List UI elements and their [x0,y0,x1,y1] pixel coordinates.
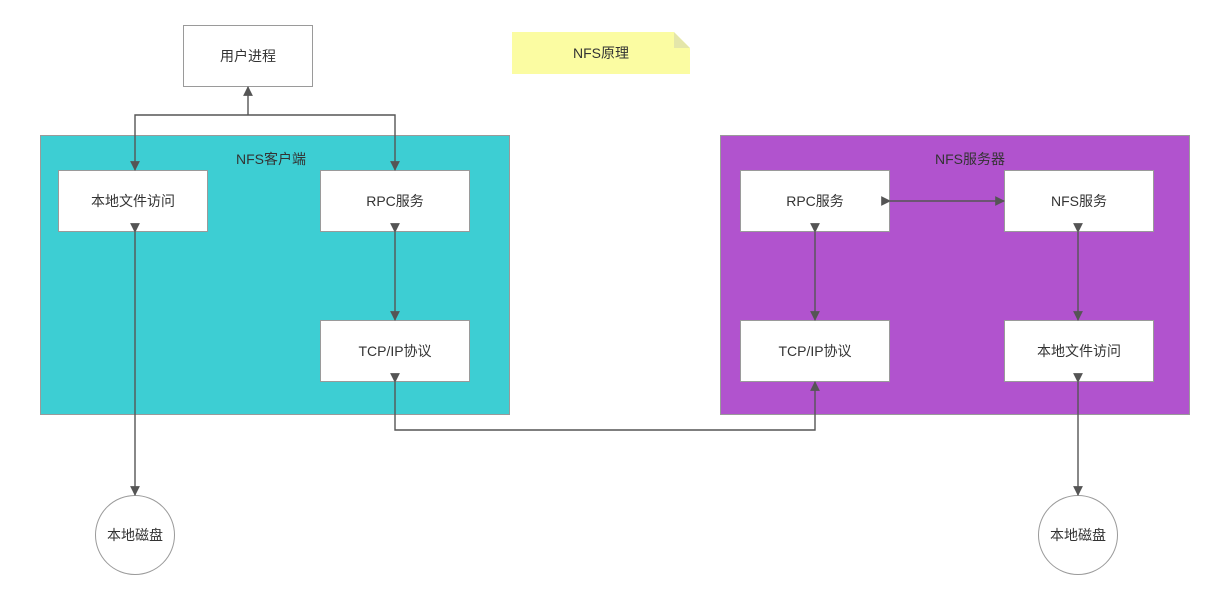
node-label: RPC服务 [366,191,424,211]
node-label: 本地磁盘 [1050,525,1106,545]
node-local-disk-left: 本地磁盘 [95,495,175,575]
node-local-disk-right: 本地磁盘 [1038,495,1118,575]
node-rpc-server: RPC服务 [740,170,890,232]
node-label: TCP/IP协议 [778,341,851,361]
client-container-label: NFS客户端 [236,149,306,169]
node-tcpip-client: TCP/IP协议 [320,320,470,382]
server-container-label: NFS服务器 [935,149,1005,169]
node-label: 本地磁盘 [107,525,163,545]
node-tcpip-server: TCP/IP协议 [740,320,890,382]
node-rpc-client: RPC服务 [320,170,470,232]
node-local-file-access-s: 本地文件访问 [1004,320,1154,382]
node-label: RPC服务 [786,191,844,211]
node-label: 本地文件访问 [1037,341,1121,361]
title-note-text: NFS原理 [573,43,629,63]
node-user-process: 用户进程 [183,25,313,87]
note-fold-icon [674,32,690,48]
node-label: 用户进程 [220,46,276,66]
node-label: TCP/IP协议 [358,341,431,361]
node-nfs-service: NFS服务 [1004,170,1154,232]
node-label: 本地文件访问 [91,191,175,211]
node-local-file-access-c: 本地文件访问 [58,170,208,232]
node-label: NFS服务 [1051,191,1107,211]
title-note: NFS原理 [512,32,690,74]
